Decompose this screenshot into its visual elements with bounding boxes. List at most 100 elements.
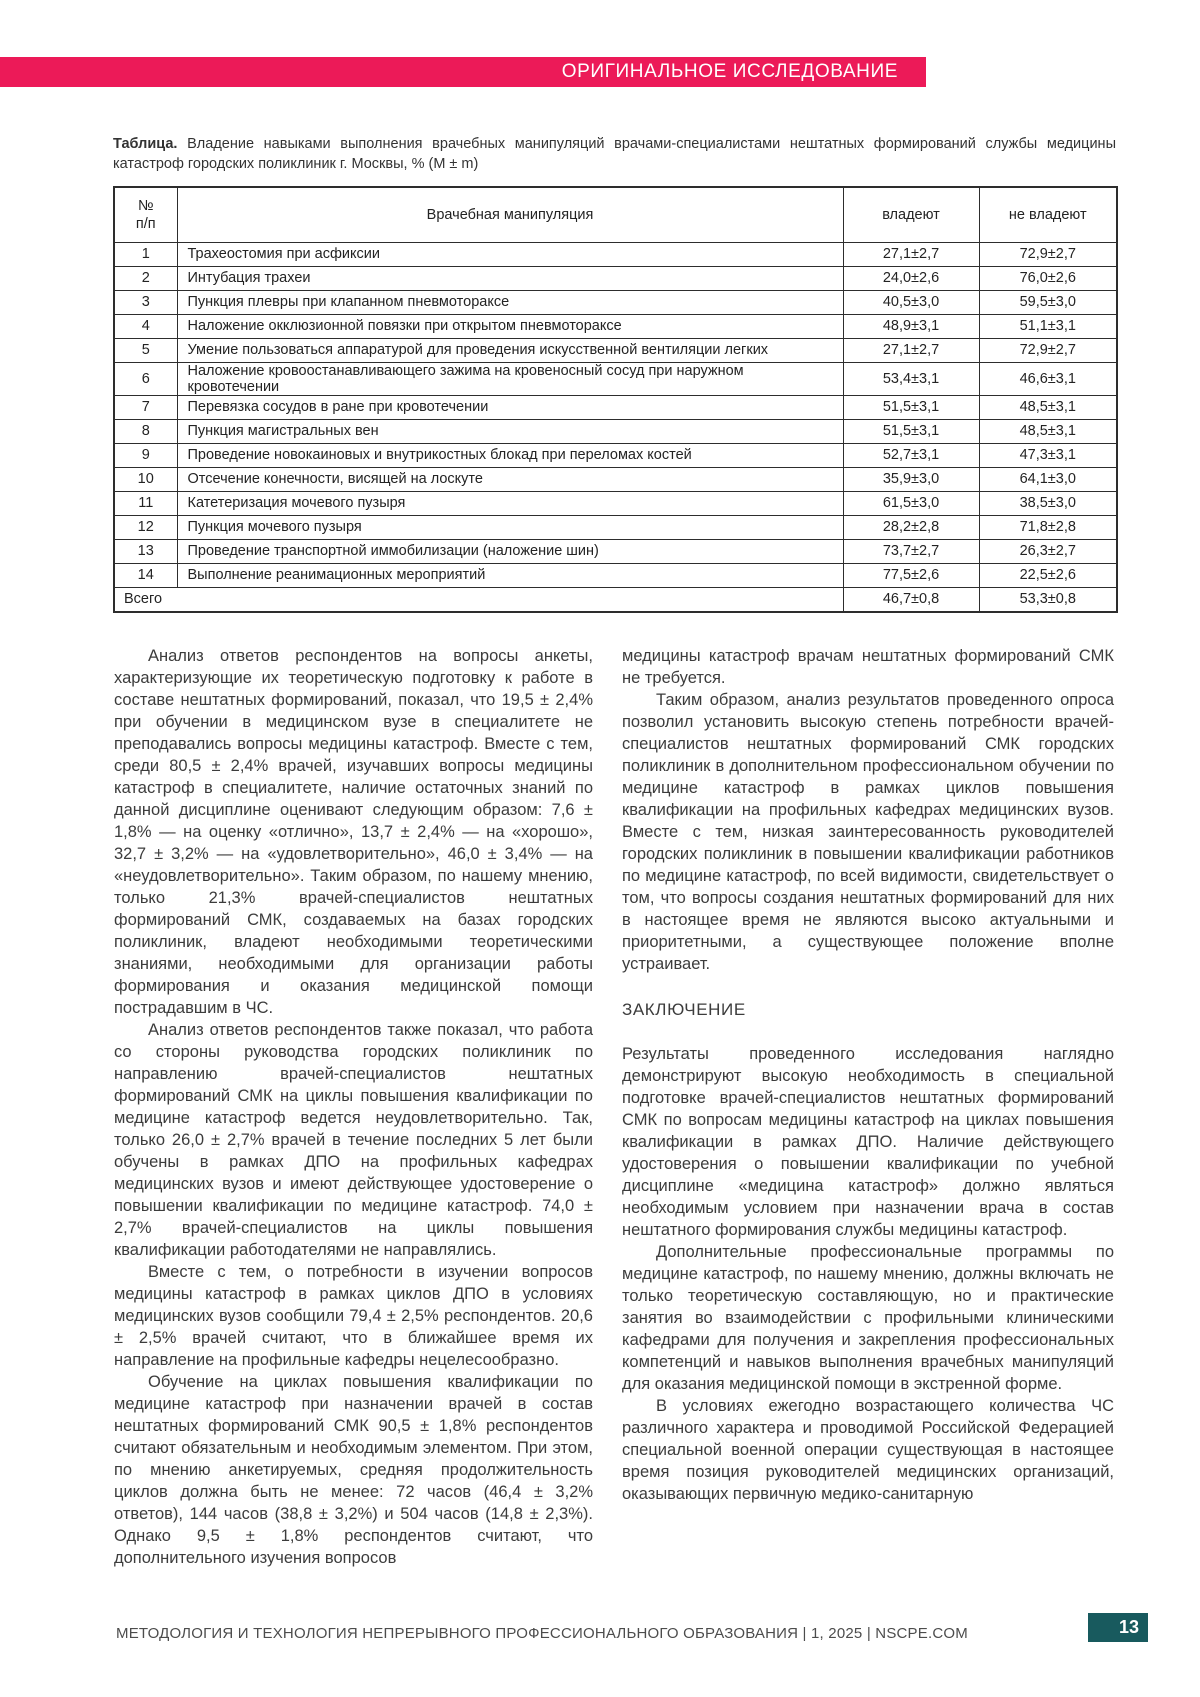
table-caption: Таблица. Владение навыками выполнения вр…: [113, 135, 1116, 174]
column-header: владеют: [842, 186, 980, 243]
table-row: 4 Наложение окклюзионной повязки при откр…: [113, 313, 1118, 339]
row-number-cell: 13: [113, 538, 178, 564]
row-number-cell: 6: [113, 361, 178, 396]
manipulation-name-cell: Перевязка сосудов в ране при кровотечени…: [176, 394, 844, 420]
not-own-value-cell: 71,8±2,8: [978, 514, 1118, 540]
paragraph: Обучение на циклах повышения квалификаци…: [114, 1373, 593, 1567]
table-row: 8 Пункция магистральных вен 51,5±3,1 48,5±3…: [113, 418, 1118, 444]
manipulation-name-cell: Пункция магистральных вен: [176, 418, 844, 444]
manipulation-name-cell: Умение пользоваться аппаратурой для пров…: [176, 337, 844, 363]
row-number-cell: 4: [113, 313, 178, 339]
not-own-value-cell: 26,3±2,7: [978, 538, 1118, 564]
table-row: 5 Умение пользоваться аппаратурой для про…: [113, 337, 1118, 363]
not-own-value-cell: 76,0±2,6: [978, 265, 1118, 291]
own-value-cell: 52,7±3,1: [842, 442, 980, 468]
total-not-own-cell: 53,3±0,8: [978, 586, 1118, 613]
paragraph: Анализ ответов респондентов также показа…: [114, 1021, 593, 1259]
manipulation-name-cell: Трахеостомия при асфиксии: [176, 241, 844, 267]
not-own-value-cell: 72,9±2,7: [978, 337, 1118, 363]
paragraph: Анализ ответов респондентов на вопросы а…: [114, 647, 593, 1017]
manipulation-name-cell: Отсечение конечности, висящей на лоскуте: [176, 466, 844, 492]
section-heading: ЗАКЛЮЧЕНИЕ: [622, 1000, 746, 1019]
row-number-cell: 3: [113, 289, 178, 315]
row-number-cell: 7: [113, 394, 178, 420]
own-value-cell: 61,5±3,0: [842, 490, 980, 516]
own-value-cell: 77,5±2,6: [842, 562, 980, 588]
own-value-cell: 27,1±2,7: [842, 241, 980, 267]
table-body: 1 Трахеостомия при асфиксии 27,1±2,7 72,9±2…: [113, 241, 1118, 588]
total-own-cell: 46,7±0,8: [842, 586, 980, 613]
not-own-value-cell: 64,1±3,0: [978, 466, 1118, 492]
paragraph: Дополнительные профессиональные программ…: [622, 1243, 1114, 1393]
article-column-right: медицины катастроф врачам нештатных форм…: [622, 645, 1114, 1505]
table-row: 9 Проведение новокаиновых и внутрикостных…: [113, 442, 1118, 468]
paragraph: Таким образом, анализ результатов провед…: [622, 691, 1114, 973]
paragraph: В условиях ежегодно возрастающего количе…: [622, 1397, 1114, 1503]
not-own-value-cell: 72,9±2,7: [978, 241, 1118, 267]
row-number-cell: 8: [113, 418, 178, 444]
not-own-value-cell: 46,6±3,1: [978, 361, 1118, 396]
not-own-value-cell: 22,5±2,6: [978, 562, 1118, 588]
own-value-cell: 27,1±2,7: [842, 337, 980, 363]
manipulation-name-cell: Выполнение реанимационных мероприятий: [176, 562, 844, 588]
own-value-cell: 51,5±3,1: [842, 394, 980, 420]
table-row: 12 Пункция мочевого пузыря 28,2±2,8 71,8±2,…: [113, 514, 1118, 540]
table-row: 13 Проведение транспортной иммобилизации …: [113, 538, 1118, 564]
manipulation-name-cell: Катетеризация мочевого пузыря: [176, 490, 844, 516]
table-wrap: № п/п Врачебная манипуляция владеют не влад…: [113, 186, 1118, 613]
own-value-cell: 48,9±3,1: [842, 313, 980, 339]
own-value-cell: 24,0±2,6: [842, 265, 980, 291]
not-own-value-cell: 48,5±3,1: [978, 418, 1118, 444]
table-row: 2 Интубация трахеи 24,0±2,6 76,0±2,6: [113, 265, 1118, 291]
row-number-cell: 5: [113, 337, 178, 363]
section-banner: ОРИГИНАЛЬНОЕ ИССЛЕДОВАНИЕ: [0, 57, 926, 87]
not-own-value-cell: 51,1±3,1: [978, 313, 1118, 339]
table-header-row: № п/п Врачебная манипуляция владеют не влад…: [113, 186, 1118, 243]
row-number-cell: 14: [113, 562, 178, 588]
table-row: 10 Отсечение конечности, висящей на лоску…: [113, 466, 1118, 492]
manipulation-skills-table: № п/п Врачебная манипуляция владеют не влад…: [113, 186, 1118, 613]
table-row: 11 Катетеризация мочевого пузыря 61,5±3,0 3…: [113, 490, 1118, 516]
page-number: 13: [1118, 1617, 1139, 1637]
table-total-row: Всего 46,7±0,8 53,3±0,8: [113, 586, 1118, 613]
row-number-cell: 2: [113, 265, 178, 291]
manipulation-name-cell: Интубация трахеи: [176, 265, 844, 291]
paragraph: медицины катастроф врачам нештатных форм…: [622, 647, 1114, 687]
column-header: Врачебная манипуляция: [176, 186, 844, 243]
table-caption-text: Владение навыками выполнения врачебных м…: [113, 136, 1116, 172]
table-row: 14 Выполнение реанимационных мероприятий 7…: [113, 562, 1118, 588]
row-number-cell: 1: [113, 241, 178, 267]
row-number-cell: 9: [113, 442, 178, 468]
manipulation-name-cell: Проведение новокаиновых и внутрикостных …: [176, 442, 844, 468]
section-banner-label: ОРИГИНАЛЬНОЕ ИССЛЕДОВАНИЕ: [561, 61, 898, 82]
paragraph: Вместе с тем, о потребности в изучении в…: [114, 1263, 593, 1369]
own-value-cell: 73,7±2,7: [842, 538, 980, 564]
row-number-cell: 11: [113, 490, 178, 516]
manipulation-name-cell: Пункция мочевого пузыря: [176, 514, 844, 540]
own-value-cell: 28,2±2,8: [842, 514, 980, 540]
column-header: № п/п: [113, 186, 178, 243]
page-number-badge: 13: [1088, 1613, 1148, 1642]
own-value-cell: 35,9±3,0: [842, 466, 980, 492]
table-row: 6 Наложение кровоостанавливающего зажима …: [113, 361, 1118, 396]
not-own-value-cell: 59,5±3,0: [978, 289, 1118, 315]
table-row: 1 Трахеостомия при асфиксии 27,1±2,7 72,9±2…: [113, 241, 1118, 267]
footer-journal-line: МЕТОДОЛОГИЯ И ТЕХНОЛОГИЯ НЕПРЕРЫВНОГО ПР…: [116, 1625, 968, 1642]
manipulation-name-cell: Наложение окклюзионной повязки при откры…: [176, 313, 844, 339]
paragraph: Результаты проведенного исследования наг…: [622, 1045, 1114, 1239]
manipulation-name-cell: Проведение транспортной иммобилизации (н…: [176, 538, 844, 564]
own-value-cell: 40,5±3,0: [842, 289, 980, 315]
article-column-left: Анализ ответов респондентов на вопросы а…: [114, 645, 593, 1569]
table-caption-label: Таблица.: [113, 136, 178, 152]
table-row: 3 Пункция плевры при клапанном пневмотора…: [113, 289, 1118, 315]
total-label-cell: Всего: [113, 586, 844, 613]
own-value-cell: 53,4±3,1: [842, 361, 980, 396]
own-value-cell: 51,5±3,1: [842, 418, 980, 444]
manipulation-name-cell: Пункция плевры при клапанном пневмоторак…: [176, 289, 844, 315]
manipulation-name-cell: Наложение кровоостанавливающего зажима н…: [176, 361, 844, 396]
column-header: не владеют: [978, 186, 1118, 243]
not-own-value-cell: 38,5±3,0: [978, 490, 1118, 516]
table-row: 7 Перевязка сосудов в ране при кровотечен…: [113, 394, 1118, 420]
not-own-value-cell: 48,5±3,1: [978, 394, 1118, 420]
